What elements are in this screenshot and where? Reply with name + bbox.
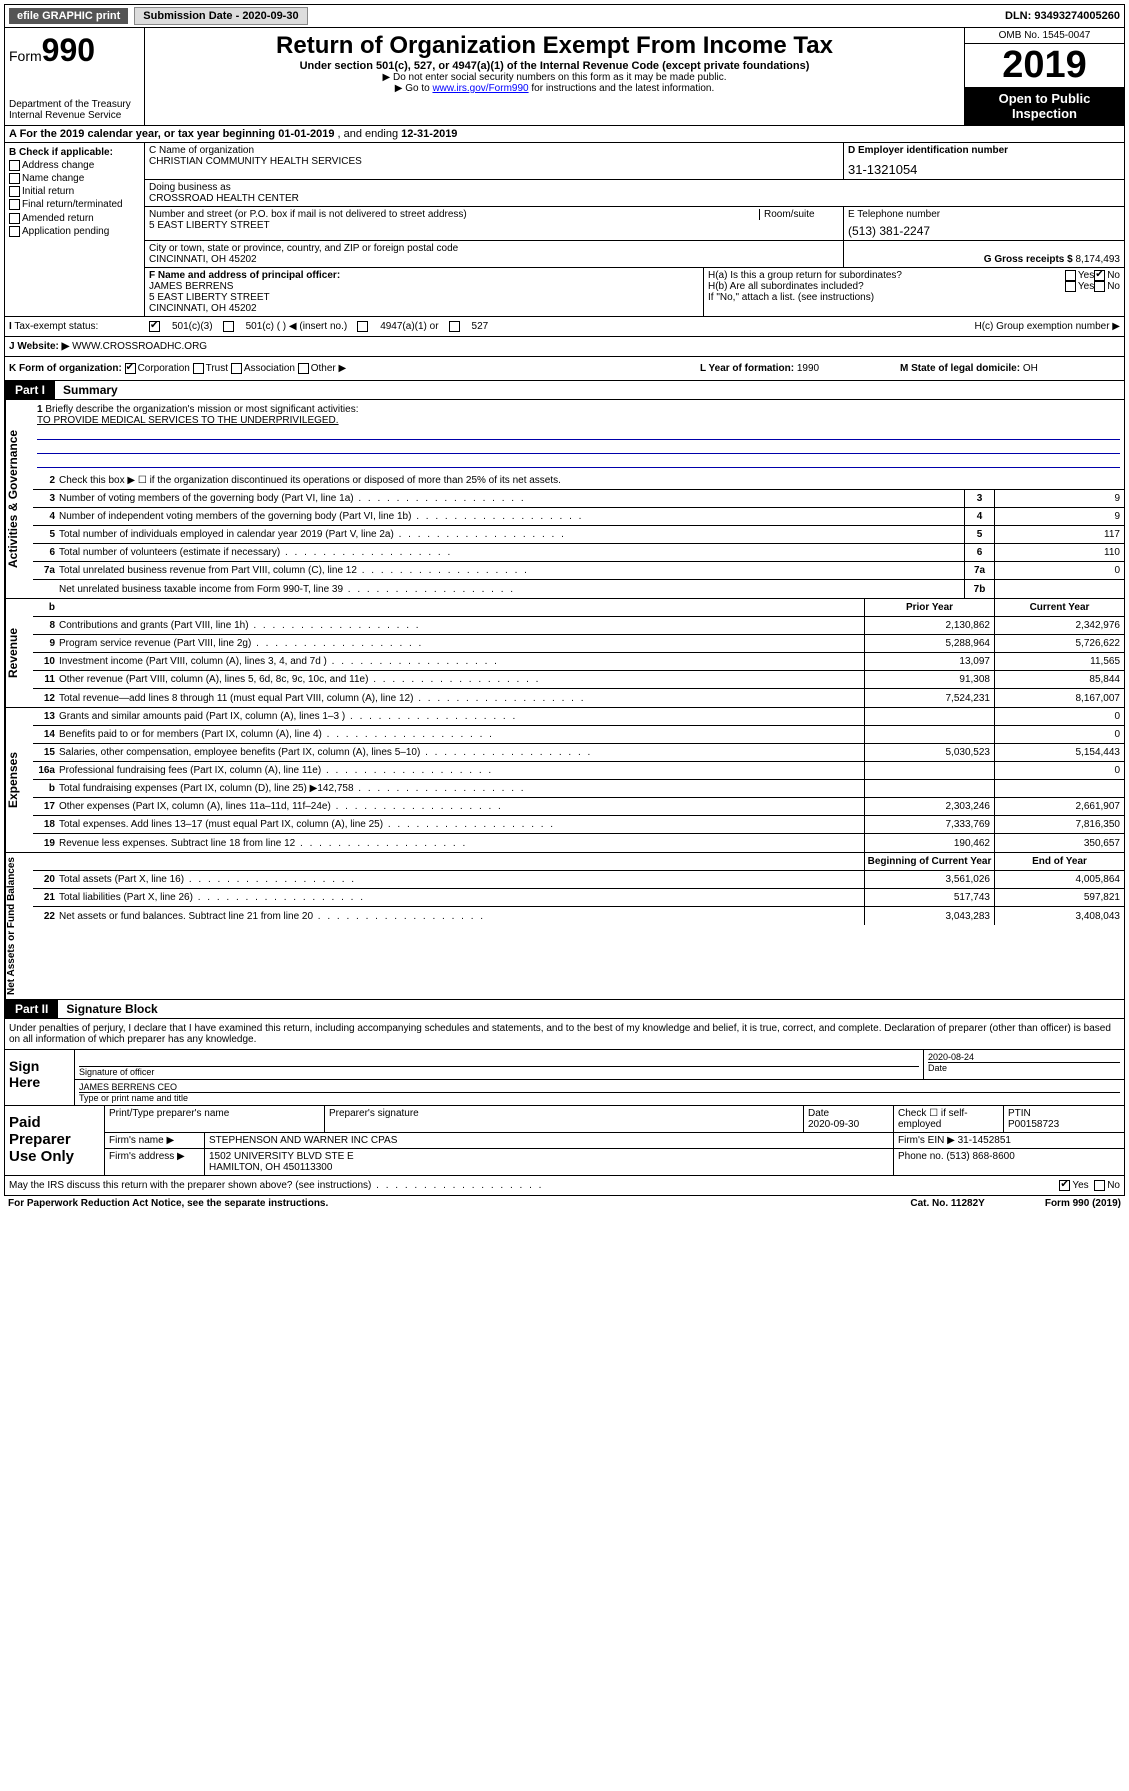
efile-button[interactable]: efile GRAPHIC print — [9, 8, 128, 24]
table-row: 10Investment income (Part VIII, column (… — [33, 653, 1124, 671]
dept-text: Department of the Treasury Internal Reve… — [9, 99, 140, 121]
side-netassets: Net Assets or Fund Balances — [5, 853, 33, 999]
hb-label: H(b) Are all subordinates included? — [708, 281, 1065, 292]
k-row: K Form of organization: Corporation Trus… — [4, 357, 1125, 381]
irs-link[interactable]: www.irs.gov/Form990 — [432, 83, 528, 94]
table-row: 22Net assets or fund balances. Subtract … — [33, 907, 1124, 925]
room-label: Room/suite — [759, 209, 839, 220]
table-row: 11Other revenue (Part VIII, column (A), … — [33, 671, 1124, 689]
city-label: City or town, state or province, country… — [149, 243, 839, 254]
officer-typed: JAMES BERRENS CEO — [79, 1082, 1120, 1092]
table-row: 15Salaries, other compensation, employee… — [33, 744, 1124, 762]
mission-label: Briefly describe the organization's miss… — [45, 404, 358, 415]
table-row: 21Total liabilities (Part X, line 26)517… — [33, 889, 1124, 907]
form-title: Return of Organization Exempt From Incom… — [149, 32, 960, 60]
box-b: B Check if applicable: Address change Na… — [5, 143, 145, 316]
entity-section: B Check if applicable: Address change Na… — [4, 143, 1125, 317]
omb-number: OMB No. 1545-0047 — [965, 28, 1124, 44]
ein-value: 31-1321054 — [848, 156, 1120, 177]
dba-label: Doing business as — [149, 182, 1120, 193]
date-label: Date — [928, 1062, 1120, 1073]
table-row: 20Total assets (Part X, line 16)3,561,02… — [33, 871, 1124, 889]
table-row: 8Contributions and grants (Part VIII, li… — [33, 617, 1124, 635]
officer-addr: 5 EAST LIBERTY STREET — [149, 292, 699, 303]
form-number: Form990 — [9, 32, 140, 69]
table-row: 7aTotal unrelated business revenue from … — [33, 562, 1124, 580]
table-row: 4Number of independent voting members of… — [33, 508, 1124, 526]
hb-note: If "No," attach a list. (see instruction… — [708, 292, 1120, 303]
tax-year: 2019 — [965, 44, 1124, 87]
addr-value: 5 EAST LIBERTY STREET — [149, 220, 839, 231]
paid-preparer-section: Paid Preparer Use Only Print/Type prepar… — [4, 1106, 1125, 1176]
officer-city: CINCINNATI, OH 45202 — [149, 303, 699, 314]
table-row: 3Number of voting members of the governi… — [33, 490, 1124, 508]
form-subtitle: Under section 501(c), 527, or 4947(a)(1)… — [149, 60, 960, 72]
website-value: WWW.CROSSROADHC.ORG — [72, 341, 207, 352]
paid-label: Paid Preparer Use Only — [5, 1106, 105, 1175]
part1-header: Part I Summary — [4, 381, 1125, 400]
table-row: 13Grants and similar amounts paid (Part … — [33, 708, 1124, 726]
org-name: CHRISTIAN COMMUNITY HEALTH SERVICES — [149, 156, 839, 167]
officer-label: F Name and address of principal officer: — [149, 270, 340, 281]
gross-label: G Gross receipts $ — [984, 254, 1076, 265]
officer-name: JAMES BERRENS — [149, 281, 699, 292]
table-row: 6Total number of volunteers (estimate if… — [33, 544, 1124, 562]
period-row: A For the 2019 calendar year, or tax yea… — [4, 126, 1125, 143]
table-row: 16aProfessional fundraising fees (Part I… — [33, 762, 1124, 780]
part2-header: Part II Signature Block — [4, 1000, 1125, 1019]
name-label: C Name of organization — [149, 145, 839, 156]
form-header: Form990 Department of the Treasury Inter… — [4, 28, 1125, 126]
side-revenue: Revenue — [5, 599, 33, 707]
side-expenses: Expenses — [5, 708, 33, 852]
ha-label: H(a) Is this a group return for subordin… — [708, 270, 1065, 281]
dln-text: DLN: 93493274005260 — [1005, 10, 1120, 22]
bottom-row: For Paperwork Reduction Act Notice, see … — [4, 1196, 1125, 1211]
dba-value: CROSSROAD HEALTH CENTER — [149, 193, 1120, 204]
mission-text: TO PROVIDE MEDICAL SERVICES TO THE UNDER… — [37, 415, 339, 426]
sign-here-label: Sign Here — [5, 1050, 75, 1105]
submission-button[interactable]: Submission Date - 2020-09-30 — [134, 7, 307, 25]
city-value: CINCINNATI, OH 45202 — [149, 254, 839, 265]
discuss-row: May the IRS discuss this return with the… — [4, 1176, 1125, 1196]
note-ssn: ▶ Do not enter social security numbers o… — [149, 72, 960, 83]
hc-label: H(c) Group exemption number ▶ — [974, 321, 1120, 332]
sig-declaration: Under penalties of perjury, I declare th… — [5, 1019, 1124, 1049]
addr-label: Number and street (or P.O. box if mail i… — [149, 209, 759, 220]
type-label: Type or print name and title — [79, 1092, 1120, 1103]
table-row: 19Revenue less expenses. Subtract line 1… — [33, 834, 1124, 852]
top-bar: efile GRAPHIC print Submission Date - 20… — [4, 4, 1125, 28]
table-row: 12Total revenue—add lines 8 through 11 (… — [33, 689, 1124, 707]
table-row: 17Other expenses (Part IX, column (A), l… — [33, 798, 1124, 816]
netassets-section: Net Assets or Fund Balances Beginning of… — [4, 853, 1125, 1000]
ein-label: D Employer identification number — [848, 145, 1008, 156]
table-row: 5Total number of individuals employed in… — [33, 526, 1124, 544]
revenue-section: Revenue bPrior YearCurrent Year 8Contrib… — [4, 599, 1125, 708]
phone-value: (513) 381-2247 — [848, 220, 1120, 238]
side-governance: Activities & Governance — [5, 400, 33, 598]
table-row: Net unrelated business taxable income fr… — [33, 580, 1124, 598]
sig-officer-label: Signature of officer — [79, 1066, 919, 1077]
open-public-badge: Open to Public Inspection — [965, 87, 1124, 125]
sig-date: 2020-08-24 — [928, 1052, 1120, 1062]
table-row: bTotal fundraising expenses (Part IX, co… — [33, 780, 1124, 798]
website-row: J Website: ▶ WWW.CROSSROADHC.ORG — [4, 337, 1125, 357]
governance-section: Activities & Governance 1 Briefly descri… — [4, 400, 1125, 599]
signature-section: Under penalties of perjury, I declare th… — [4, 1019, 1125, 1106]
phone-label: E Telephone number — [848, 209, 1120, 220]
expenses-section: Expenses 13Grants and similar amounts pa… — [4, 708, 1125, 853]
note-website: ▶ Go to www.irs.gov/Form990 for instruct… — [149, 83, 960, 94]
table-row: 14Benefits paid to or for members (Part … — [33, 726, 1124, 744]
gross-value: 8,174,493 — [1076, 254, 1121, 265]
table-row: 9Program service revenue (Part VIII, lin… — [33, 635, 1124, 653]
table-row: 18Total expenses. Add lines 13–17 (must … — [33, 816, 1124, 834]
tax-status-row: I Tax-exempt status: 501(c)(3) 501(c) ( … — [4, 317, 1125, 337]
